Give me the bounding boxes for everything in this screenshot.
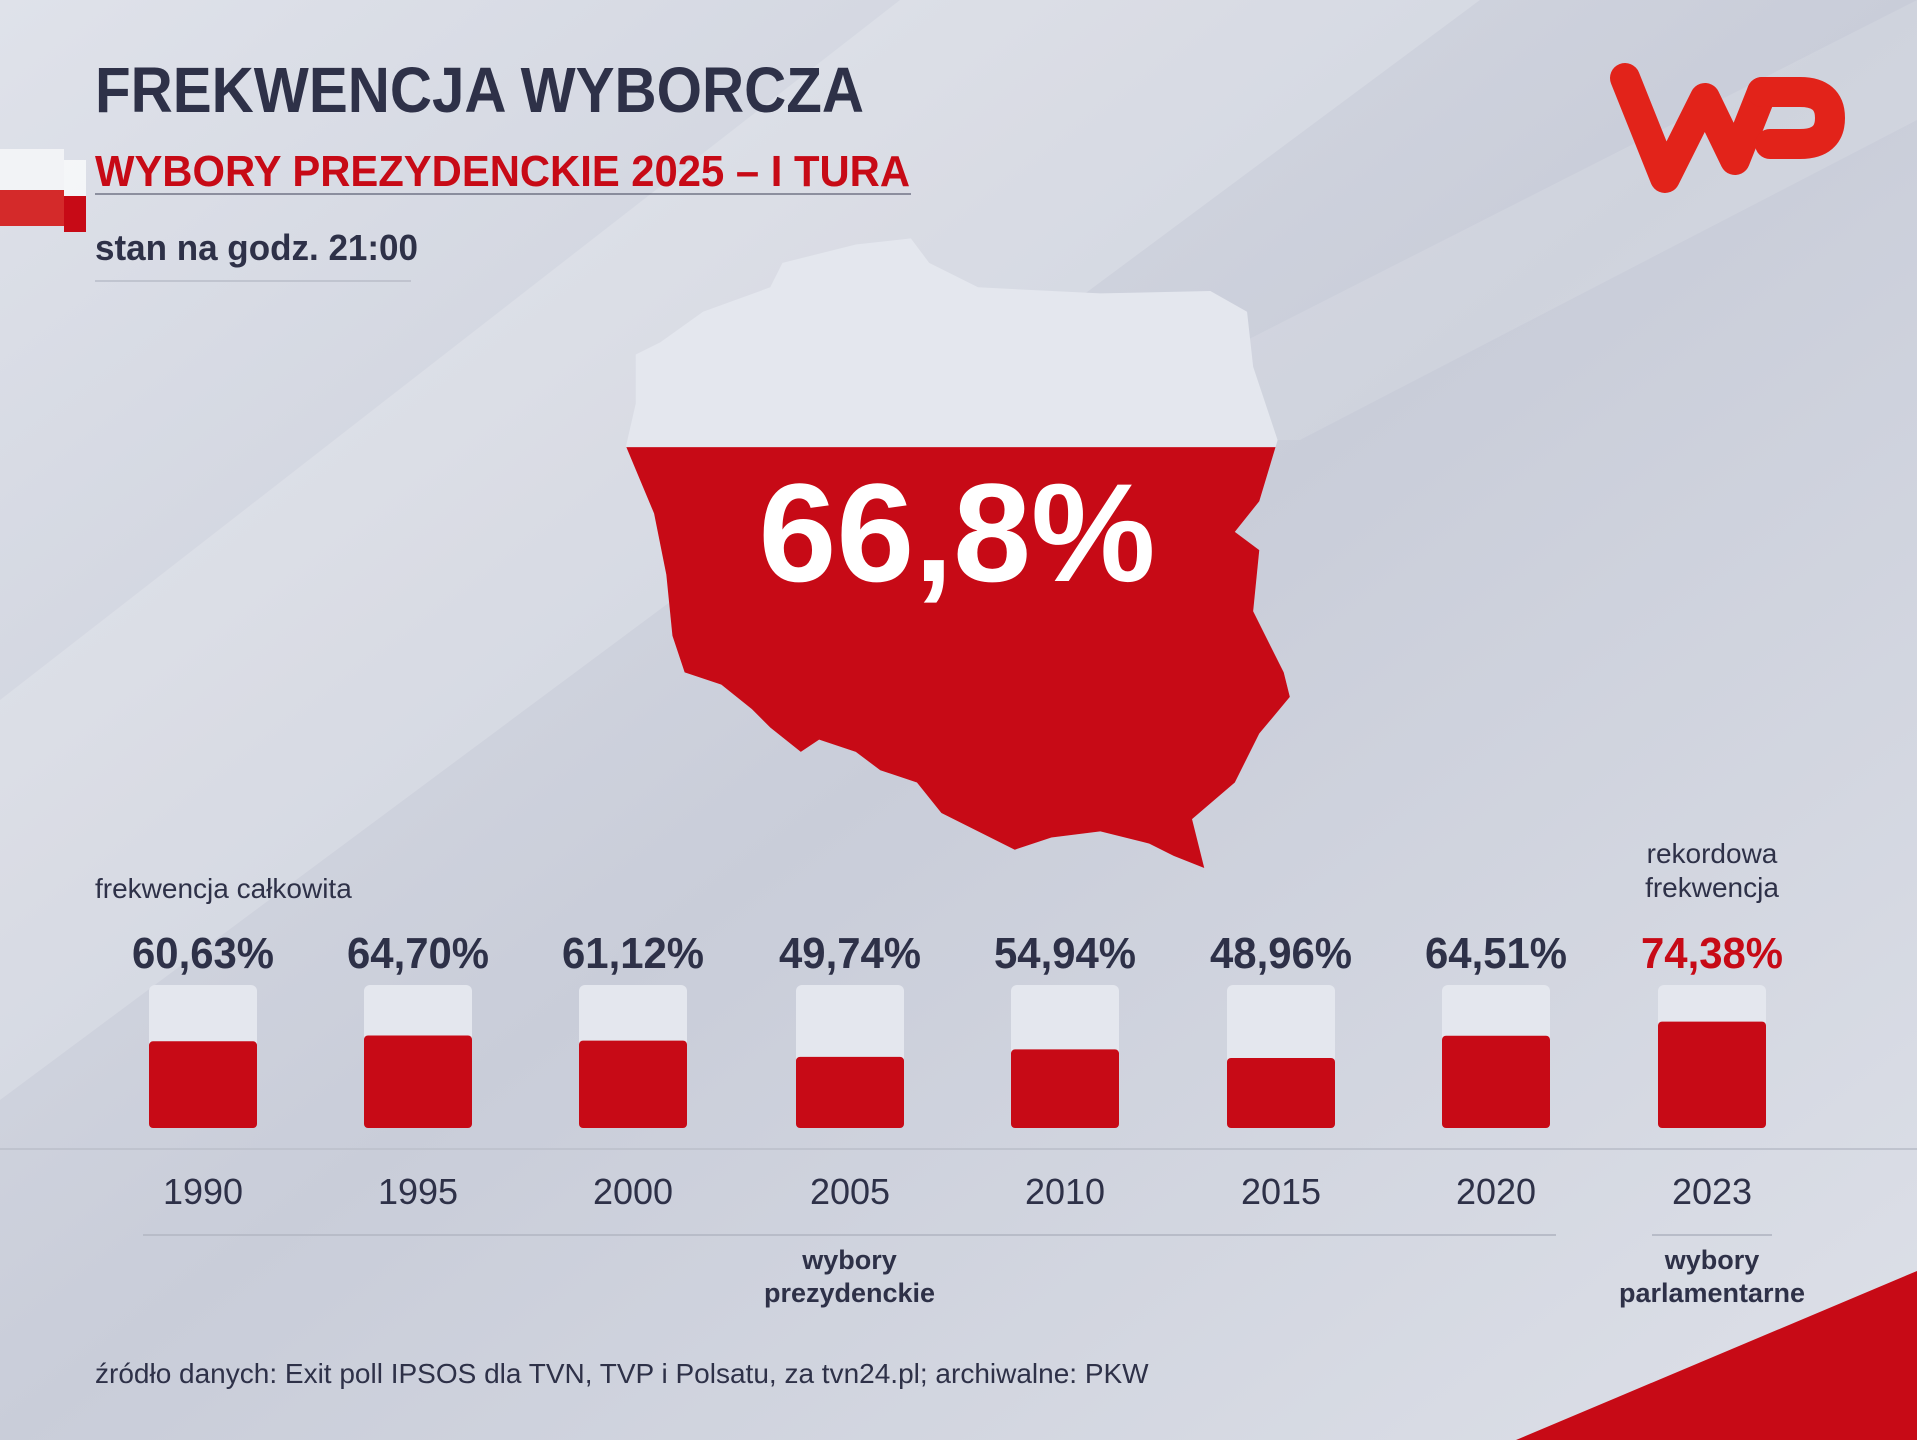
x-tick-label: 2010 — [1025, 1171, 1105, 1212]
flag-red — [0, 190, 64, 226]
value-label: 60,63% — [132, 929, 274, 978]
value-label: 49,74% — [779, 929, 921, 978]
x-tick-label: 1995 — [378, 1171, 458, 1212]
x-tick-label: 2005 — [810, 1171, 890, 1212]
bar — [796, 1056, 904, 1128]
bar — [579, 1040, 687, 1128]
group-label: wybory prezydenckie — [763, 1245, 936, 1308]
bar — [1227, 1057, 1335, 1128]
value-label: 64,51% — [1425, 929, 1567, 978]
bar — [149, 1041, 257, 1128]
flag-white — [0, 149, 64, 190]
flag-edge — [64, 196, 86, 232]
value-label: 74,38% — [1641, 929, 1783, 978]
bar — [1442, 1035, 1550, 1128]
value-label: 64,70% — [347, 929, 489, 978]
bar — [364, 1035, 472, 1128]
bar — [1011, 1049, 1119, 1128]
x-tick-label: 2000 — [593, 1171, 673, 1212]
y-label: frekwencja całkowita — [95, 873, 352, 904]
logo-p — [1747, 77, 1845, 159]
group-label: wybory parlamentarne — [1618, 1245, 1806, 1308]
x-tick-label: 2015 — [1241, 1171, 1321, 1212]
subtitle: WYBORY PREZYDENCKIE 2025 – I TURA — [95, 147, 910, 196]
logo — [1610, 63, 1845, 193]
flag-edge — [64, 160, 86, 196]
bar — [1658, 1021, 1766, 1128]
value-label: 61,12% — [562, 929, 704, 978]
x-tick-label: 2023 — [1672, 1171, 1752, 1212]
note: stan na godz. 21:00 — [95, 227, 418, 268]
x-tick-label: 1990 — [163, 1171, 243, 1212]
x-tick-label: 2020 — [1456, 1171, 1536, 1212]
source: źródło danych: Exit poll IPSOS dla TVN, … — [95, 1358, 1149, 1389]
headline-value: 66,8% — [759, 454, 1156, 611]
annotation: rekordowa frekwencja — [1645, 838, 1779, 904]
corner-accent — [1516, 1271, 1917, 1440]
value-label: 54,94% — [994, 929, 1136, 978]
logo-w — [1610, 63, 1777, 193]
title: FREKWENCJA WYBORCZA — [95, 54, 864, 126]
value-label: 48,96% — [1210, 929, 1352, 978]
